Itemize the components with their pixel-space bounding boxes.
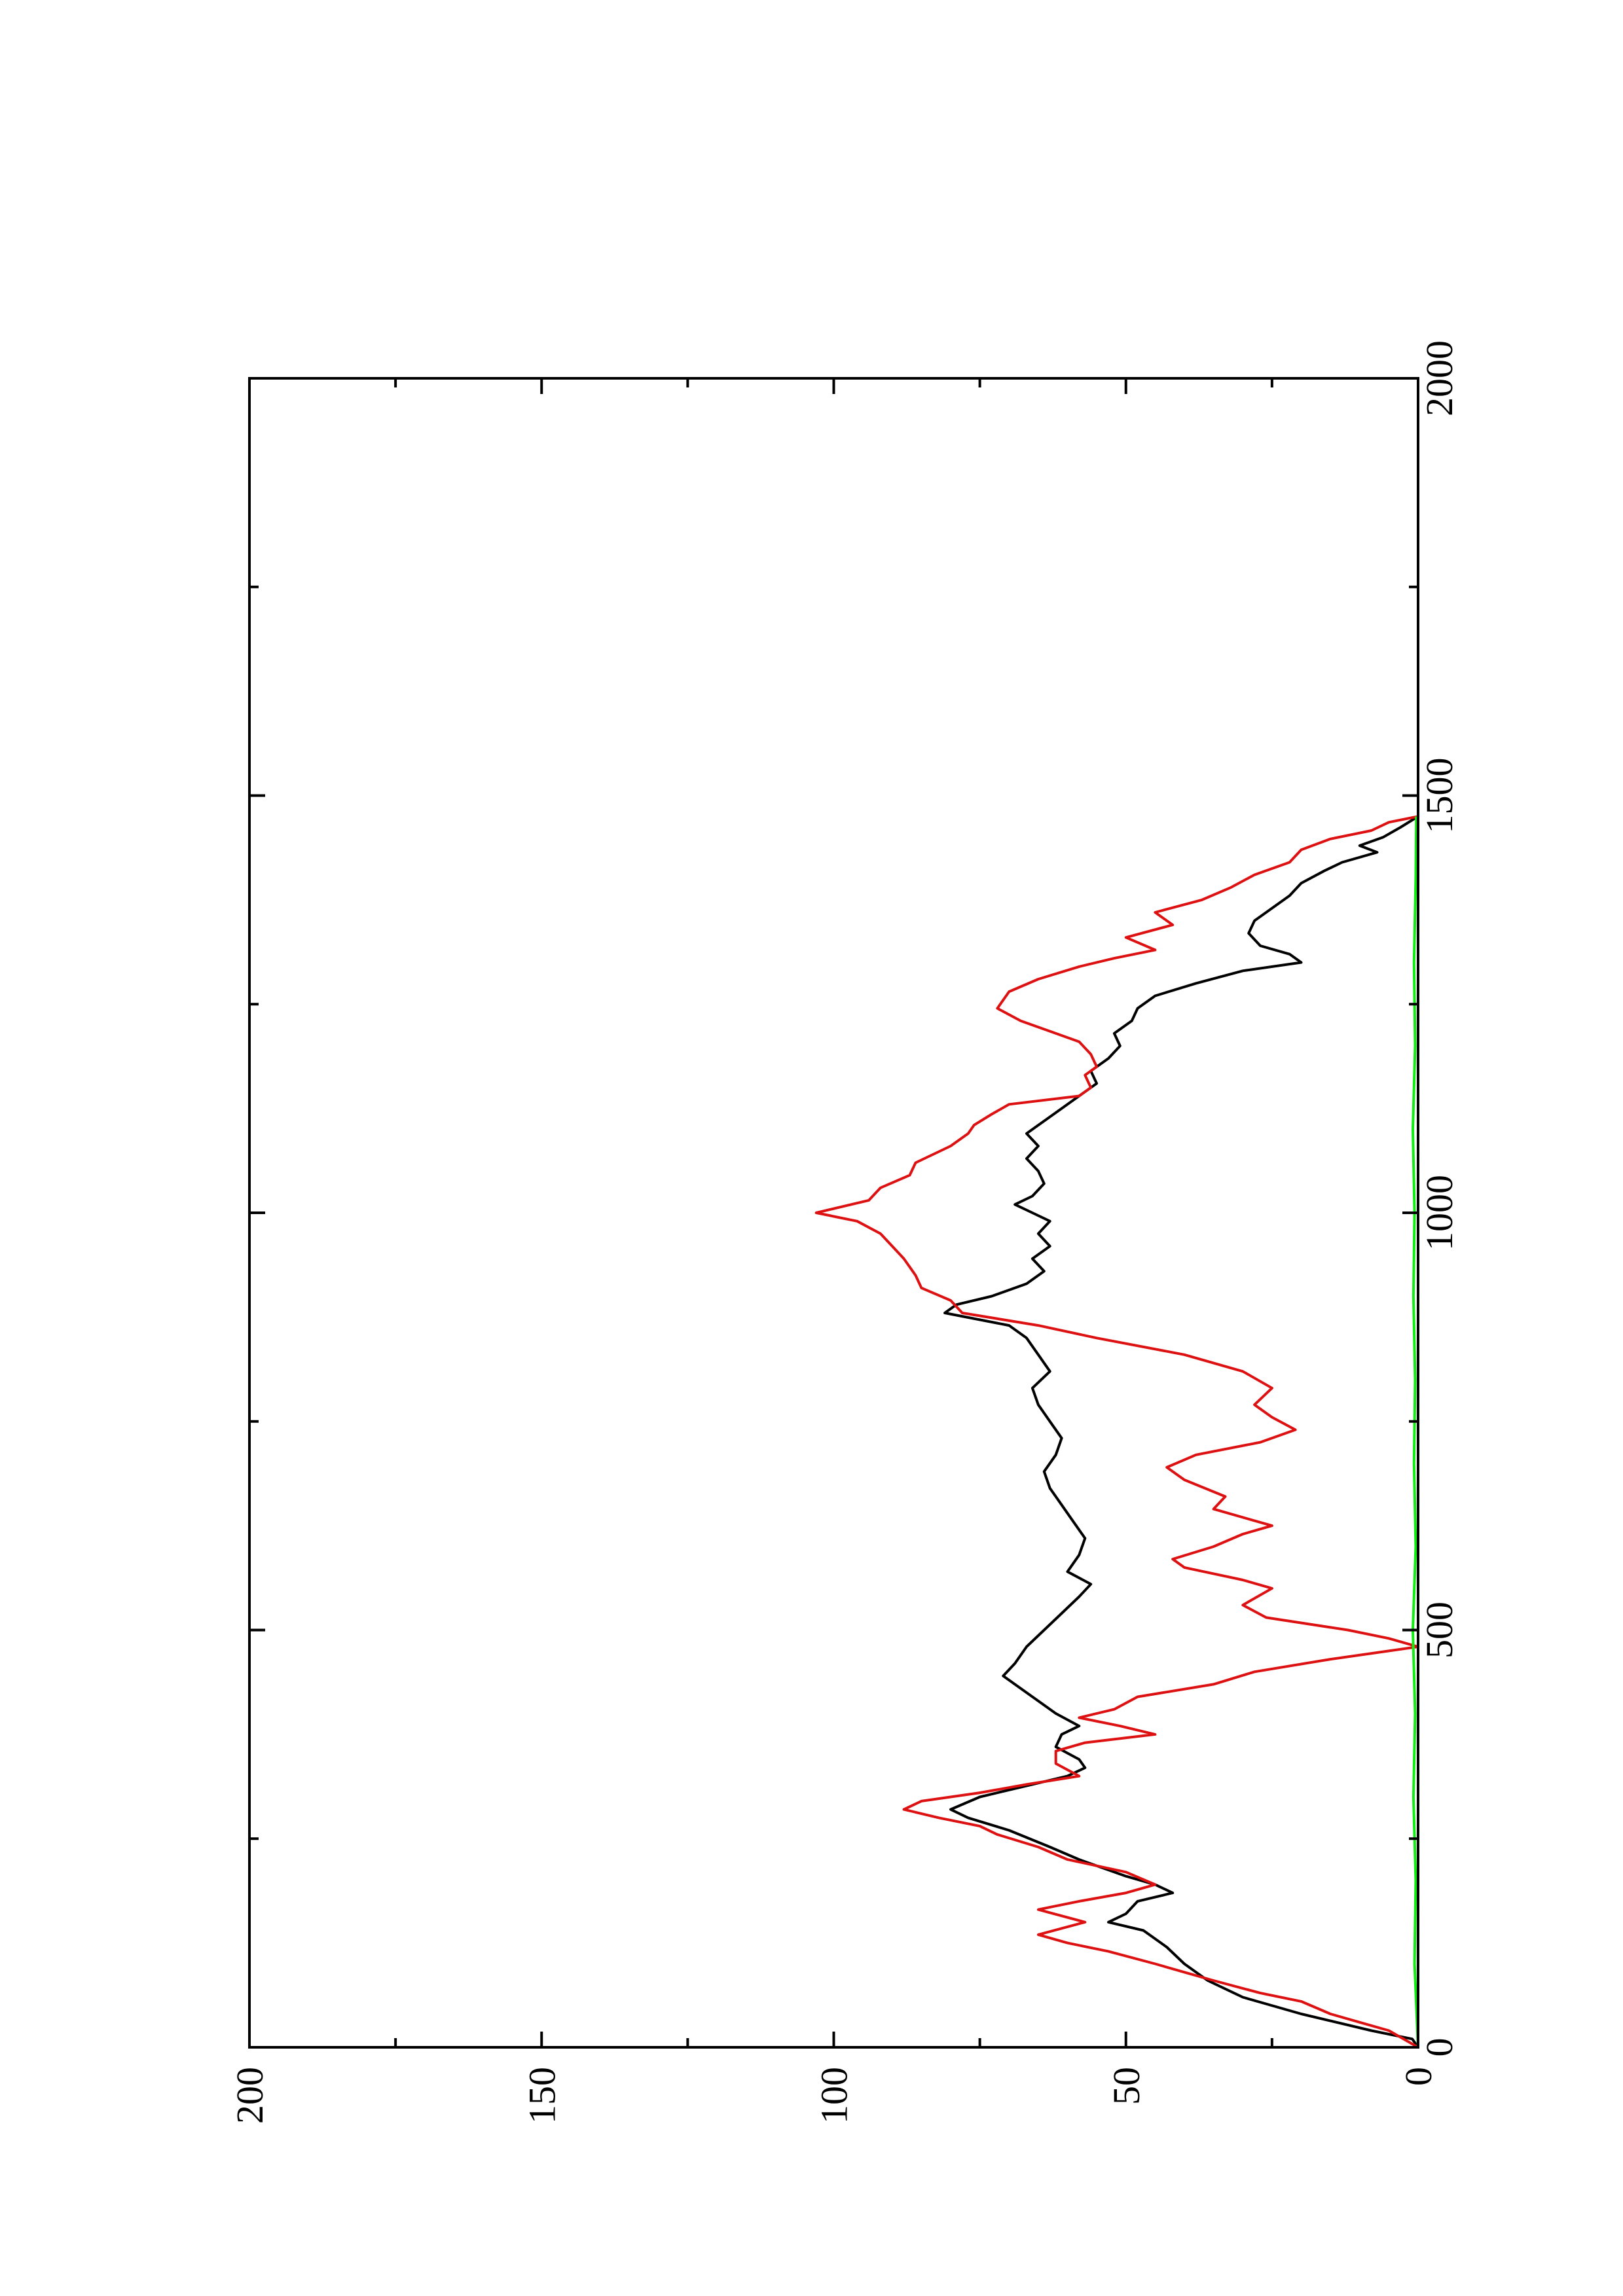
series-line-2 <box>814 815 1419 2049</box>
y-tick-label: 200 <box>228 2067 271 2124</box>
series-line-1 <box>943 815 1419 2049</box>
y-tick-label: 150 <box>520 2067 563 2124</box>
y-tick-label: 0 <box>1397 2067 1440 2086</box>
series-layer <box>814 815 1419 2049</box>
y-tick-label: 100 <box>813 2067 856 2124</box>
x-tick-label: 0 <box>1418 2038 1461 2057</box>
tick-layer <box>248 377 1419 2049</box>
y-tick-label: 50 <box>1105 2067 1148 2105</box>
x-tick-label: 2000 <box>1418 340 1461 416</box>
label-layer: 0 500 1000 1500 2000 0 50 100 150 200 <box>228 340 1461 2124</box>
plot-frame <box>248 377 1419 2049</box>
x-tick-label: 1000 <box>1418 1175 1461 1251</box>
x-tick-label: 1500 <box>1418 758 1461 834</box>
x-tick-label: 500 <box>1418 1602 1461 1659</box>
